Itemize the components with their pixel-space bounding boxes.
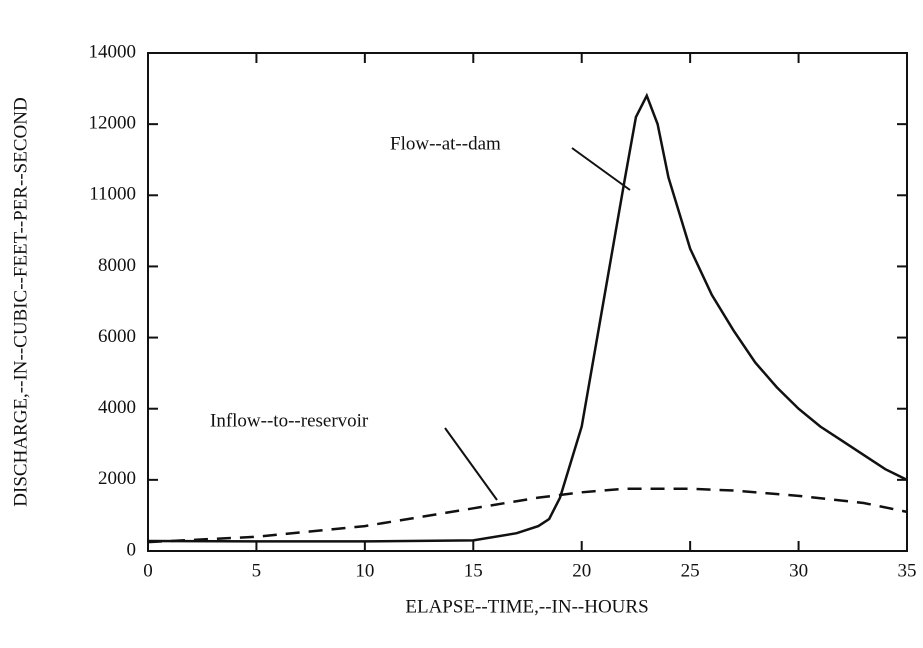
x-tick-label: 15 bbox=[464, 560, 483, 581]
y-tick-label: 2000 bbox=[98, 468, 136, 489]
x-tick-label: 20 bbox=[572, 560, 591, 581]
y-tick-label: 12000 bbox=[89, 113, 137, 134]
annotation: Inflow--to--reservoir bbox=[210, 410, 369, 431]
y-tick-label: 4000 bbox=[98, 397, 136, 418]
series-line bbox=[147, 487, 908, 544]
x-axis-label: ELAPSE--TIME,--IN--HOURS bbox=[405, 596, 648, 617]
x-tick-label: 25 bbox=[681, 560, 700, 581]
x-tick-label: 5 bbox=[252, 560, 262, 581]
series-line bbox=[147, 92, 908, 543]
y-tick-label: 0 bbox=[127, 539, 137, 560]
plot-frame bbox=[147, 52, 908, 552]
leader-line bbox=[571, 147, 631, 191]
y-tick-label: 8000 bbox=[98, 255, 136, 276]
y-tick-label: 6000 bbox=[98, 326, 136, 347]
y-tick-label: 11000 bbox=[89, 184, 136, 205]
x-tick-label: 0 bbox=[143, 560, 153, 581]
y-tick-label: 14000 bbox=[89, 41, 137, 62]
x-tick-label: 30 bbox=[789, 560, 808, 581]
x-tick-label: 10 bbox=[355, 560, 374, 581]
y-axis-label: DISCHARGE,--IN--CUBIC--FEET--PER--SECOND bbox=[10, 97, 31, 506]
annotation: Flow--at--dam bbox=[390, 133, 501, 154]
x-tick-label: 35 bbox=[898, 560, 917, 581]
leader-line bbox=[444, 427, 498, 501]
